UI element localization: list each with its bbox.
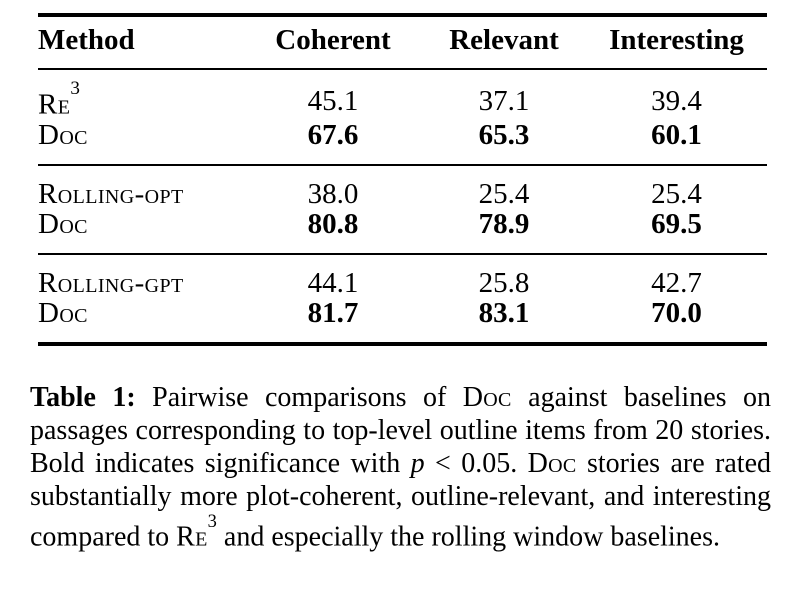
cell-relevant: 25.4 bbox=[478, 177, 530, 210]
table-row-doc: Doc 67.6 65.3 60.1 bbox=[38, 120, 767, 165]
header-method: Method bbox=[38, 24, 135, 56]
group-rollinggpt-vs-doc: Rolling-gpt 44.1 25.8 42.7 Doc 81.7 83.1… bbox=[38, 253, 767, 344]
method-cell: Doc bbox=[38, 298, 244, 344]
cell-coherent: 67.6 bbox=[307, 118, 359, 151]
table-row-re3: Re3 45.1 37.1 39.4 bbox=[38, 69, 767, 121]
method-name: Doc bbox=[38, 207, 88, 240]
table-row-rolling-gpt: Rolling-gpt 44.1 25.8 42.7 bbox=[38, 254, 767, 298]
cell-relevant: 78.9 bbox=[478, 207, 530, 240]
method-cell: Doc bbox=[38, 120, 244, 165]
re3-superscript: 3 bbox=[207, 510, 217, 531]
caption-text: against baselines on passages correspond… bbox=[30, 382, 771, 479]
cell-interesting: 70.0 bbox=[651, 296, 702, 329]
group-rollingopt-vs-doc: Rolling-opt 38.0 25.4 25.4 Doc 80.8 78.9… bbox=[38, 164, 767, 254]
method-name: Rolling-gpt bbox=[38, 266, 184, 299]
table-caption: Table 1: Pairwise comparisons of Doc aga… bbox=[30, 381, 771, 553]
caption-label: Table 1: bbox=[30, 382, 136, 413]
cell-interesting: 42.7 bbox=[651, 266, 702, 299]
method-superscript: 3 bbox=[70, 78, 80, 100]
group-re3-vs-doc: Re3 45.1 37.1 39.4 Doc 67.6 65.3 60.1 bbox=[38, 69, 767, 165]
method-name: Re bbox=[38, 88, 71, 121]
results-table-block: Method Coherent Relevant Interesting Re3… bbox=[38, 13, 767, 346]
cell-coherent: 81.7 bbox=[307, 296, 359, 329]
method-cell: Doc bbox=[38, 209, 244, 254]
table-row-doc: Doc 81.7 83.1 70.0 bbox=[38, 298, 767, 344]
header-interesting: Interesting bbox=[609, 24, 744, 56]
caption-text: and especially the rolling window baseli… bbox=[216, 521, 721, 553]
cell-interesting: 69.5 bbox=[651, 207, 702, 240]
table-header: Method Coherent Relevant Interesting bbox=[38, 15, 767, 69]
re3-smallcaps: Re bbox=[176, 521, 208, 553]
cell-coherent: 80.8 bbox=[307, 207, 359, 240]
method-name: Rolling-opt bbox=[38, 177, 184, 210]
method-name: Doc bbox=[38, 118, 88, 151]
method-cell: Rolling-opt bbox=[38, 165, 244, 209]
cell-interesting: 60.1 bbox=[651, 118, 702, 151]
caption-text: Pairwise comparisons of bbox=[135, 382, 463, 413]
p-value-variable: p bbox=[410, 448, 425, 479]
cell-relevant: 83.1 bbox=[478, 296, 530, 329]
doc-smallcaps: Doc bbox=[527, 448, 577, 479]
cell-coherent: 45.1 bbox=[307, 85, 359, 118]
header-relevant: Relevant bbox=[449, 24, 559, 56]
table-row-rolling-opt: Rolling-opt 38.0 25.4 25.4 bbox=[38, 165, 767, 209]
cell-relevant: 25.8 bbox=[478, 266, 530, 299]
header-row: Method Coherent Relevant Interesting bbox=[38, 15, 767, 69]
method-name: Doc bbox=[38, 296, 88, 329]
caption-text: stories are rated substantially more plo… bbox=[30, 448, 771, 553]
cell-relevant: 37.1 bbox=[478, 85, 530, 118]
cell-relevant: 65.3 bbox=[478, 118, 530, 151]
results-table: Method Coherent Relevant Interesting Re3… bbox=[38, 13, 767, 346]
cell-coherent: 44.1 bbox=[307, 266, 359, 299]
method-cell: Re3 bbox=[38, 69, 244, 121]
table-row-doc: Doc 80.8 78.9 69.5 bbox=[38, 209, 767, 254]
cell-coherent: 38.0 bbox=[307, 177, 359, 210]
cell-interesting: 25.4 bbox=[651, 177, 702, 210]
cell-interesting: 39.4 bbox=[651, 85, 702, 118]
method-cell: Rolling-gpt bbox=[38, 254, 244, 298]
header-coherent: Coherent bbox=[275, 24, 391, 56]
doc-smallcaps: Doc bbox=[462, 382, 512, 413]
caption-text: < 0.05. bbox=[424, 448, 528, 479]
